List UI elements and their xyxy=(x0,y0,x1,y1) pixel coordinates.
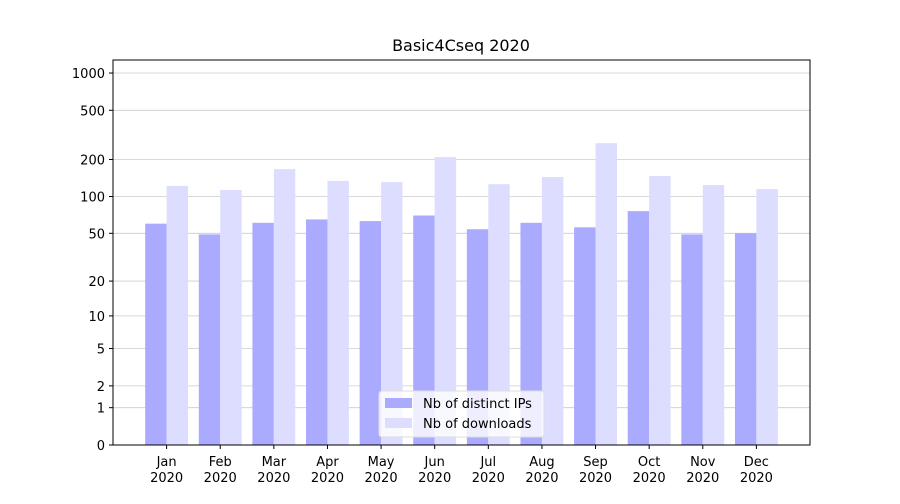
bar xyxy=(574,227,596,445)
bar xyxy=(413,215,435,445)
legend: Nb of distinct IPs Nb of downloads xyxy=(378,390,545,438)
x-tick-label: Aug 2020 xyxy=(525,455,558,486)
bar xyxy=(702,185,725,446)
legend-swatch xyxy=(385,398,412,408)
bar xyxy=(252,222,274,445)
x-tick-label: Feb 2020 xyxy=(204,455,237,486)
bar xyxy=(595,143,617,446)
y-tick-label: 20 xyxy=(88,275,105,290)
bar xyxy=(327,180,349,445)
legend-box xyxy=(378,390,545,438)
y-tick-label: 1000 xyxy=(72,67,105,82)
bar xyxy=(681,234,703,445)
legend-label: Nb of distinct IPs xyxy=(423,397,532,412)
bar xyxy=(166,185,189,445)
x-tick-label: Sep 2020 xyxy=(579,455,612,486)
y-tick-label: 100 xyxy=(80,191,105,206)
legend-label: Nb of downloads xyxy=(423,417,532,432)
bar xyxy=(627,211,650,445)
bar xyxy=(649,175,671,445)
bar xyxy=(434,157,457,446)
x-tick-label: Nov 2020 xyxy=(686,455,719,486)
x-tick-label: Apr 2020 xyxy=(311,455,344,486)
bar xyxy=(220,189,242,445)
y-tick-label: 500 xyxy=(80,104,105,119)
bar xyxy=(756,189,778,445)
chart-title: Basic4Cseq 2020 xyxy=(392,36,530,55)
x-tick-label: May 2020 xyxy=(365,455,398,486)
y-tick-label: 1 xyxy=(97,402,105,417)
x-tick-label: Dec 2020 xyxy=(740,455,773,486)
bar xyxy=(273,169,296,445)
bar xyxy=(734,233,757,445)
legend-swatch xyxy=(385,418,412,428)
y-tick-label: 50 xyxy=(88,227,105,242)
bar xyxy=(198,234,221,445)
x-tick-label: Jan 2020 xyxy=(150,455,183,486)
bar xyxy=(306,219,328,445)
bar xyxy=(381,182,403,445)
x-tick-label: Jun 2020 xyxy=(418,455,451,486)
bar xyxy=(541,177,564,445)
y-tick-label: 0 xyxy=(97,439,105,454)
y-tick-label: 5 xyxy=(97,343,105,358)
bar xyxy=(359,221,382,445)
x-tick-label: Mar 2020 xyxy=(257,455,290,486)
x-tick-label: Oct 2020 xyxy=(633,455,666,486)
bar xyxy=(520,222,542,445)
x-tick-label: Jul 2020 xyxy=(472,455,505,486)
y-tick-label: 2 xyxy=(97,380,105,395)
y-tick-label: 200 xyxy=(80,153,105,168)
axes-frame xyxy=(112,59,811,446)
bar xyxy=(145,223,167,445)
y-tick-label: 10 xyxy=(88,310,105,325)
bar xyxy=(488,184,510,445)
